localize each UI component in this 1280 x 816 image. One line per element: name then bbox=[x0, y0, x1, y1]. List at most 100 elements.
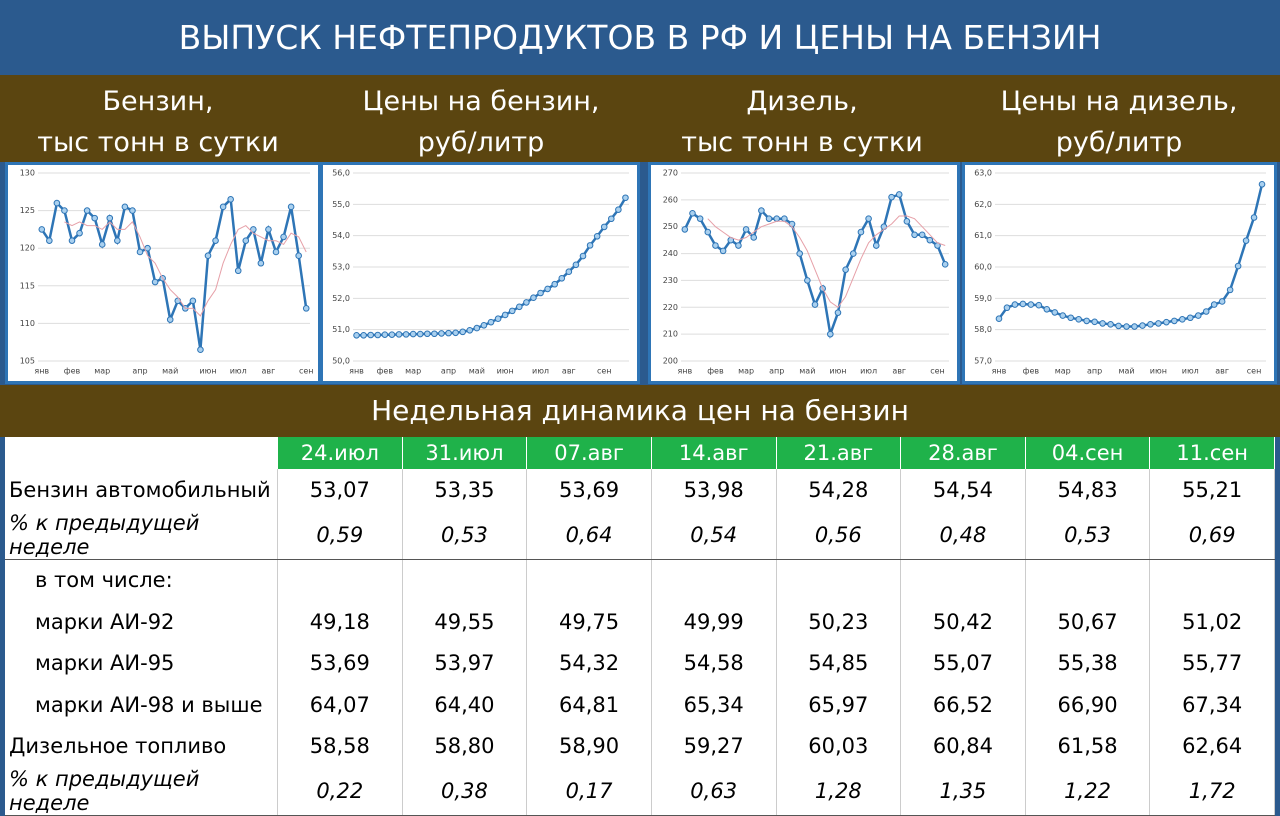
cell: 0,38 bbox=[402, 767, 528, 816]
cell: 50,42 bbox=[900, 601, 1026, 643]
data-point bbox=[712, 242, 719, 249]
data-point bbox=[445, 329, 452, 337]
data-point bbox=[46, 237, 53, 244]
x-tick-label: июл bbox=[1182, 367, 1199, 376]
data-point bbox=[227, 196, 234, 203]
data-point bbox=[689, 209, 696, 217]
x-tick-label: сен bbox=[1247, 367, 1262, 376]
data-point bbox=[280, 233, 287, 241]
cell: 54,28 bbox=[776, 469, 902, 511]
data-point bbox=[1075, 316, 1082, 323]
row-label: марки АИ-92 bbox=[5, 601, 278, 643]
x-tick-label: июн bbox=[1150, 367, 1167, 376]
data-point bbox=[1147, 321, 1154, 328]
data-point bbox=[287, 203, 295, 211]
data-point bbox=[911, 231, 918, 239]
data-point bbox=[1194, 312, 1202, 319]
data-point bbox=[68, 237, 76, 244]
x-tick-label: мар bbox=[405, 367, 421, 376]
x-tick-label: июн bbox=[497, 367, 514, 376]
page-title: ВЫПУСК НЕФТЕПРОДУКТОВ В РФ И ЦЕНЫ НА БЕН… bbox=[178, 18, 1102, 57]
data-point bbox=[615, 206, 622, 213]
data-point bbox=[750, 234, 758, 241]
y-tick-label: 57,0 bbox=[974, 357, 992, 366]
data-point bbox=[250, 226, 257, 233]
y-tick-label: 56,0 bbox=[332, 169, 350, 178]
data-line bbox=[64, 221, 307, 317]
y-tick-label: 260 bbox=[663, 195, 678, 204]
data-point bbox=[1027, 301, 1035, 308]
cell: 54,58 bbox=[651, 642, 777, 684]
x-tick-label: май bbox=[162, 367, 178, 376]
data-point bbox=[804, 277, 811, 284]
x-tick-label: авг bbox=[892, 367, 906, 376]
data-point bbox=[1035, 301, 1043, 309]
y-tick-label: 62,0 bbox=[974, 200, 992, 209]
data-point bbox=[796, 250, 803, 257]
x-tick-label: сен bbox=[299, 367, 314, 376]
y-tick-label: 54,0 bbox=[332, 231, 350, 240]
x-tick-label: фев bbox=[377, 367, 394, 376]
data-point bbox=[1091, 318, 1098, 326]
x-tick-label: сен bbox=[930, 367, 945, 376]
data-point bbox=[516, 303, 523, 311]
cell: 0,63 bbox=[651, 767, 777, 816]
data-point bbox=[459, 328, 466, 336]
data-point bbox=[1011, 301, 1019, 308]
cell: 50,67 bbox=[1025, 601, 1151, 643]
cell bbox=[402, 559, 528, 601]
data-point bbox=[234, 267, 242, 275]
data-point bbox=[480, 321, 488, 329]
data-point bbox=[742, 226, 750, 233]
cell: 53,98 bbox=[651, 469, 777, 511]
data-point bbox=[431, 330, 438, 338]
data-point bbox=[1163, 318, 1170, 326]
data-point bbox=[903, 218, 911, 225]
x-tick-label: мар bbox=[738, 367, 754, 376]
cell: 54,83 bbox=[1025, 469, 1151, 511]
data-point bbox=[842, 266, 849, 273]
x-tick-label: фев bbox=[707, 367, 724, 376]
data-point bbox=[487, 318, 495, 326]
data-point bbox=[834, 309, 842, 316]
data-point bbox=[918, 231, 926, 239]
header-row: 24.июл 31.июл 07.авг 14.авг 21.авг 28.авг 04.с… bbox=[5, 437, 1275, 469]
x-tick-label: май bbox=[799, 367, 815, 376]
y-tick-label: 120 bbox=[20, 244, 35, 253]
x-tick-label: апр bbox=[1087, 367, 1102, 376]
x-tick-label: авг bbox=[262, 367, 276, 376]
data-point bbox=[758, 207, 765, 214]
data-point bbox=[827, 330, 834, 338]
data-point bbox=[409, 330, 417, 338]
data-point bbox=[781, 215, 788, 222]
cell: 65,97 bbox=[776, 684, 902, 726]
cell: 58,58 bbox=[277, 725, 403, 767]
data-point bbox=[374, 331, 382, 339]
y-tick-label: 59,0 bbox=[974, 294, 992, 303]
data-point bbox=[424, 330, 431, 338]
cell: 1,35 bbox=[900, 767, 1026, 816]
data-point bbox=[416, 330, 424, 338]
data-point bbox=[1155, 320, 1162, 327]
data-point bbox=[888, 193, 895, 201]
data-point bbox=[1099, 320, 1106, 327]
data-point bbox=[735, 242, 742, 249]
data-point bbox=[212, 237, 219, 244]
row-label: Дизельное топливо bbox=[5, 725, 278, 767]
data-point bbox=[1003, 304, 1011, 312]
data-point bbox=[551, 280, 558, 288]
data-point bbox=[242, 237, 250, 244]
data-point bbox=[622, 194, 629, 202]
cell: 67,34 bbox=[1149, 684, 1275, 726]
chart-title: Цены на дизель, руб/литр bbox=[1000, 86, 1238, 158]
cell: 1,22 bbox=[1025, 767, 1151, 816]
row-label: марки АИ-98 и выше bbox=[5, 684, 278, 726]
y-tick-label: 230 bbox=[663, 276, 678, 285]
data-point bbox=[1051, 309, 1059, 316]
data-point bbox=[872, 242, 880, 249]
cell: 0,56 bbox=[776, 510, 902, 560]
table-title: Недельная динамика цен на бензин bbox=[0, 385, 1280, 437]
data-point bbox=[537, 289, 544, 297]
table-row: % к предыдущей неделе 0,59 0,53 0,64 0,54 0,5… bbox=[5, 510, 1275, 560]
